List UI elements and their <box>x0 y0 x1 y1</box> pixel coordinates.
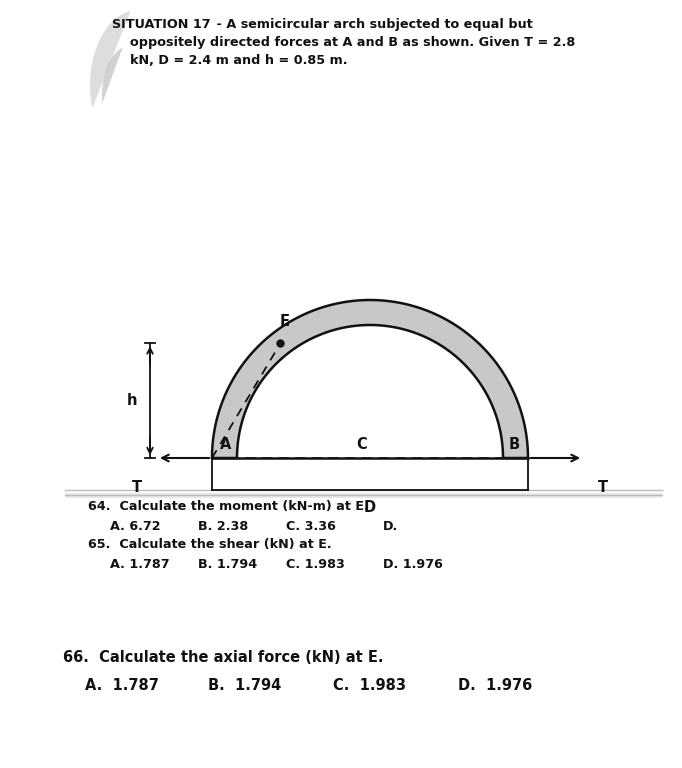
Text: C. 1.983: C. 1.983 <box>286 558 345 571</box>
Text: C. 3.36: C. 3.36 <box>286 520 336 533</box>
Text: A.  1.787: A. 1.787 <box>85 678 159 693</box>
Text: C.  1.983: C. 1.983 <box>333 678 406 693</box>
Text: B. 2.38: B. 2.38 <box>198 520 248 533</box>
Text: D: D <box>364 500 376 515</box>
Text: E: E <box>280 314 289 329</box>
Text: 66.  Calculate the axial force (kN) at E.: 66. Calculate the axial force (kN) at E. <box>63 650 383 665</box>
Text: - A semicircular arch subjected to equal but: - A semicircular arch subjected to equal… <box>212 18 533 31</box>
Text: T: T <box>132 480 142 495</box>
Text: A. 1.787: A. 1.787 <box>110 558 170 571</box>
Text: 64.  Calculate the moment (kN-m) at E.: 64. Calculate the moment (kN-m) at E. <box>88 500 369 513</box>
Text: kN, D = 2.4 m and h = 0.85 m.: kN, D = 2.4 m and h = 0.85 m. <box>130 54 348 67</box>
Text: 65.  Calculate the shear (kN) at E.: 65. Calculate the shear (kN) at E. <box>88 538 331 551</box>
Text: oppositely directed forces at A and B as shown. Given T = 2.8: oppositely directed forces at A and B as… <box>130 36 575 49</box>
Text: h: h <box>127 393 137 408</box>
Text: D.: D. <box>383 520 398 533</box>
Polygon shape <box>212 300 528 458</box>
Text: B: B <box>509 437 520 452</box>
Text: C: C <box>357 437 368 452</box>
Text: B.  1.794: B. 1.794 <box>208 678 281 693</box>
Text: B. 1.794: B. 1.794 <box>198 558 257 571</box>
Text: D.  1.976: D. 1.976 <box>458 678 532 693</box>
Text: A: A <box>220 437 231 452</box>
Bar <box>65 493 662 498</box>
Text: A. 6.72: A. 6.72 <box>110 520 161 533</box>
Text: D. 1.976: D. 1.976 <box>383 558 443 571</box>
Polygon shape <box>90 11 130 108</box>
Polygon shape <box>102 48 123 103</box>
Text: T: T <box>598 480 608 495</box>
Text: SITUATION 17: SITUATION 17 <box>112 18 211 31</box>
